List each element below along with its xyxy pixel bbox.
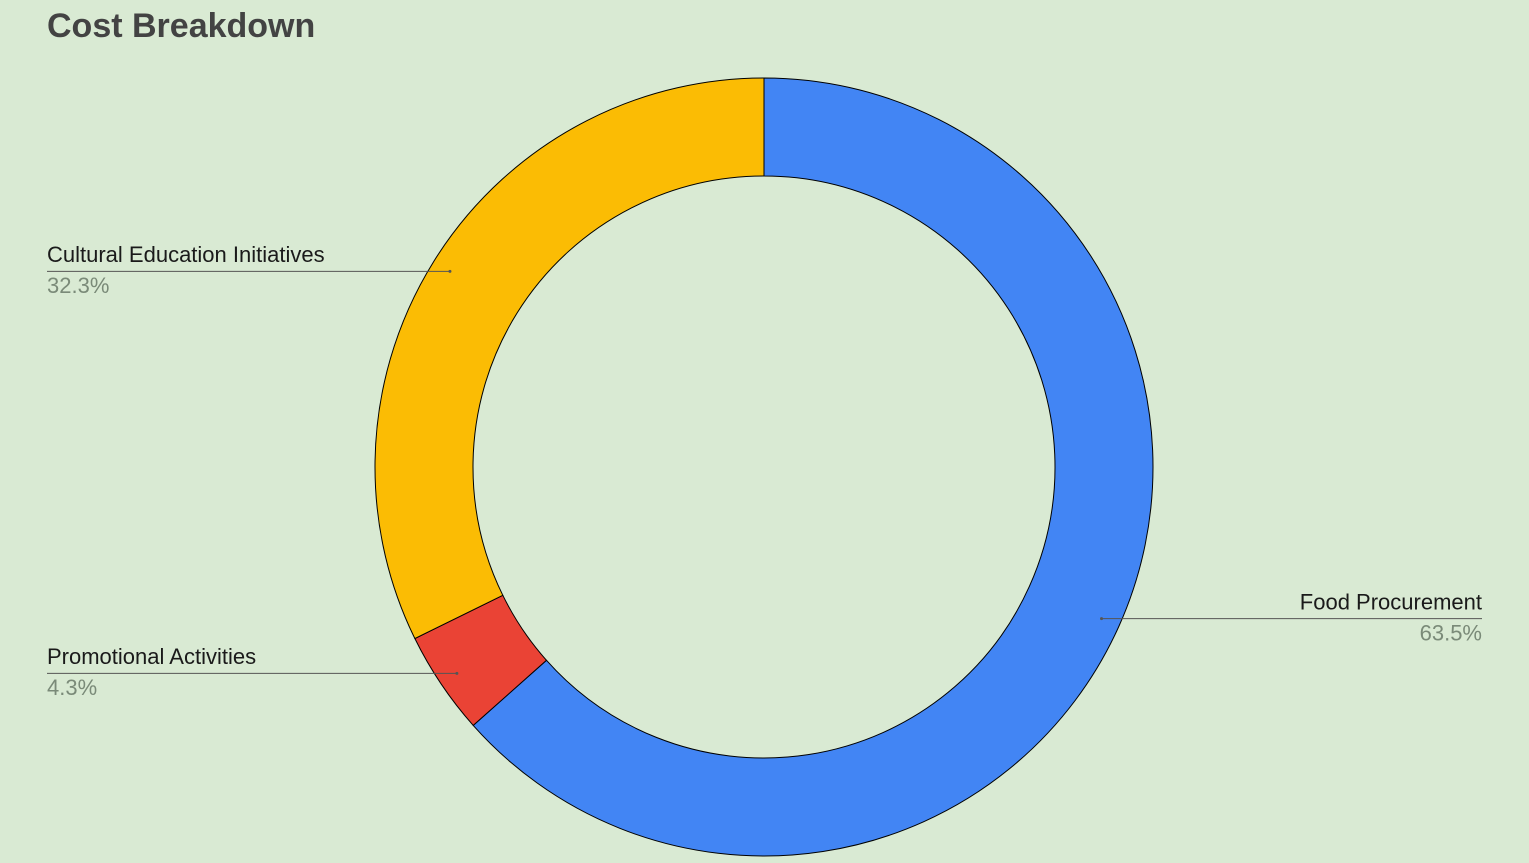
donut-segment bbox=[472, 77, 1154, 857]
chart-title: Cost Breakdown bbox=[47, 7, 315, 45]
slice-value-label: 4.3% bbox=[47, 675, 97, 700]
slice-label: Promotional Activities bbox=[47, 644, 256, 669]
slice-label: Food Procurement bbox=[1300, 589, 1482, 614]
donut-segment bbox=[374, 77, 765, 640]
leader-dot bbox=[448, 269, 452, 273]
leader-dot bbox=[1100, 617, 1104, 621]
slice-value-label: 63.5% bbox=[1420, 620, 1482, 645]
slice-label: Cultural Education Initiatives bbox=[47, 242, 325, 267]
slice-value-label: 32.3% bbox=[47, 273, 109, 298]
leader-dot bbox=[455, 671, 459, 675]
